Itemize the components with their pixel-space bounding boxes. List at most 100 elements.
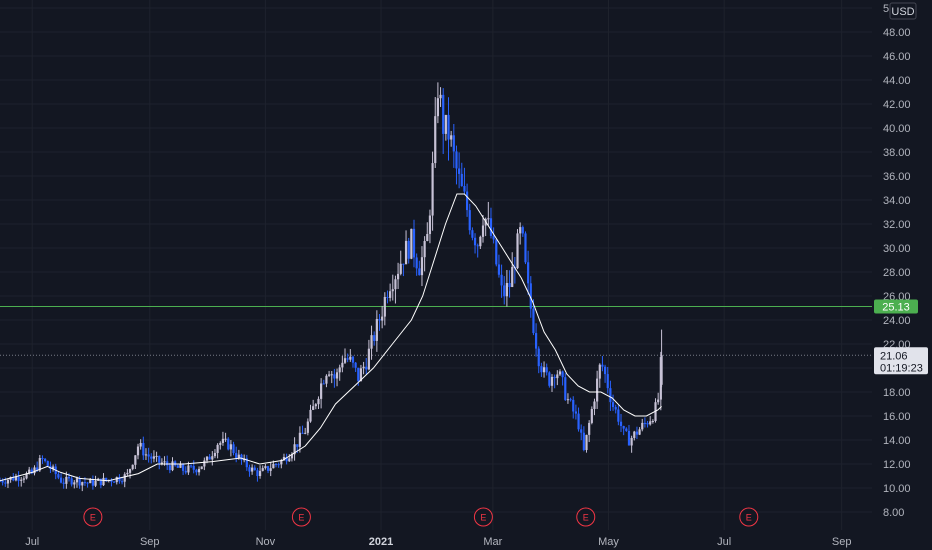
candle[interactable]: [450, 130, 453, 147]
candle[interactable]: [20, 477, 23, 487]
candle[interactable]: [73, 480, 76, 489]
candle[interactable]: [0, 477, 2, 482]
candle[interactable]: [423, 236, 426, 272]
candle[interactable]: [293, 437, 296, 461]
candle[interactable]: [627, 424, 631, 446]
candle[interactable]: [320, 378, 323, 409]
candle[interactable]: [152, 450, 156, 463]
candle[interactable]: [200, 466, 203, 470]
candle[interactable]: [492, 227, 495, 244]
candle[interactable]: [298, 426, 301, 453]
candle[interactable]: [407, 237, 410, 264]
candle[interactable]: [638, 427, 641, 436]
candle[interactable]: [46, 460, 49, 467]
candle[interactable]: [614, 404, 617, 414]
candle[interactable]: [41, 455, 44, 464]
candle[interactable]: [574, 404, 577, 420]
candle[interactable]: [274, 463, 278, 468]
candle[interactable]: [211, 451, 214, 466]
candle[interactable]: [404, 230, 408, 265]
candle[interactable]: [22, 475, 25, 483]
candle[interactable]: [383, 292, 386, 326]
candle[interactable]: [537, 346, 540, 374]
candle[interactable]: [503, 276, 506, 305]
candle[interactable]: [221, 431, 225, 446]
candle[interactable]: [527, 250, 530, 295]
candle[interactable]: [399, 250, 402, 276]
candle[interactable]: [306, 418, 309, 436]
candle[interactable]: [91, 475, 94, 490]
candle[interactable]: [463, 167, 466, 194]
candle[interactable]: [102, 473, 105, 486]
candle[interactable]: [540, 362, 543, 377]
candle[interactable]: [335, 368, 339, 387]
candle[interactable]: [150, 453, 153, 464]
candle[interactable]: [256, 467, 259, 482]
candle[interactable]: [57, 471, 60, 480]
candle[interactable]: [657, 392, 660, 405]
earnings-marker[interactable]: E: [291, 507, 311, 527]
candle[interactable]: [577, 407, 580, 432]
candle[interactable]: [548, 371, 551, 388]
earnings-marker[interactable]: E: [739, 507, 759, 527]
candle[interactable]: [534, 323, 538, 357]
candle[interactable]: [189, 464, 193, 469]
candle[interactable]: [564, 373, 567, 401]
candle[interactable]: [460, 162, 463, 187]
candle[interactable]: [635, 426, 639, 439]
candle[interactable]: [343, 348, 347, 365]
candle[interactable]: [596, 370, 599, 409]
candle[interactable]: [134, 455, 137, 470]
candle[interactable]: [481, 215, 485, 243]
candle[interactable]: [524, 231, 527, 265]
candle[interactable]: [304, 427, 307, 435]
candle[interactable]: [415, 253, 418, 276]
candle[interactable]: [105, 477, 108, 483]
candles[interactable]: [0, 82, 663, 492]
candle[interactable]: [428, 209, 432, 244]
candle[interactable]: [51, 464, 55, 472]
candle[interactable]: [261, 465, 264, 472]
candle[interactable]: [609, 380, 612, 411]
candle[interactable]: [44, 457, 47, 463]
candle[interactable]: [389, 283, 392, 302]
candle[interactable]: [558, 369, 562, 376]
candle[interactable]: [439, 87, 442, 107]
candle[interactable]: [465, 183, 469, 217]
candle[interactable]: [59, 473, 63, 484]
candle[interactable]: [452, 123, 455, 168]
candle[interactable]: [617, 405, 620, 426]
candle[interactable]: [232, 441, 235, 456]
candle[interactable]: [487, 201, 490, 226]
earnings-marker[interactable]: E: [83, 507, 103, 527]
candle[interactable]: [580, 424, 583, 441]
candle[interactable]: [473, 233, 477, 254]
candle[interactable]: [550, 374, 554, 392]
candle[interactable]: [338, 364, 341, 381]
candle[interactable]: [269, 461, 272, 477]
candle[interactable]: [373, 331, 376, 346]
candle[interactable]: [120, 476, 124, 485]
candle[interactable]: [633, 430, 636, 441]
candle[interactable]: [6, 478, 10, 489]
candle[interactable]: [479, 235, 482, 249]
candle[interactable]: [651, 419, 654, 424]
candle[interactable]: [113, 480, 116, 483]
candle[interactable]: [585, 434, 588, 453]
candle[interactable]: [508, 270, 511, 298]
candle[interactable]: [442, 88, 445, 154]
candle[interactable]: [660, 329, 663, 388]
candle[interactable]: [582, 426, 585, 452]
candle[interactable]: [166, 455, 169, 470]
candle[interactable]: [314, 403, 317, 410]
candle[interactable]: [251, 464, 254, 475]
candle[interactable]: [590, 406, 593, 425]
candle[interactable]: [290, 452, 294, 462]
candle[interactable]: [317, 396, 320, 410]
candle[interactable]: [197, 466, 201, 476]
candle[interactable]: [365, 357, 368, 375]
candle[interactable]: [33, 465, 36, 476]
earnings-marker[interactable]: E: [576, 507, 596, 527]
